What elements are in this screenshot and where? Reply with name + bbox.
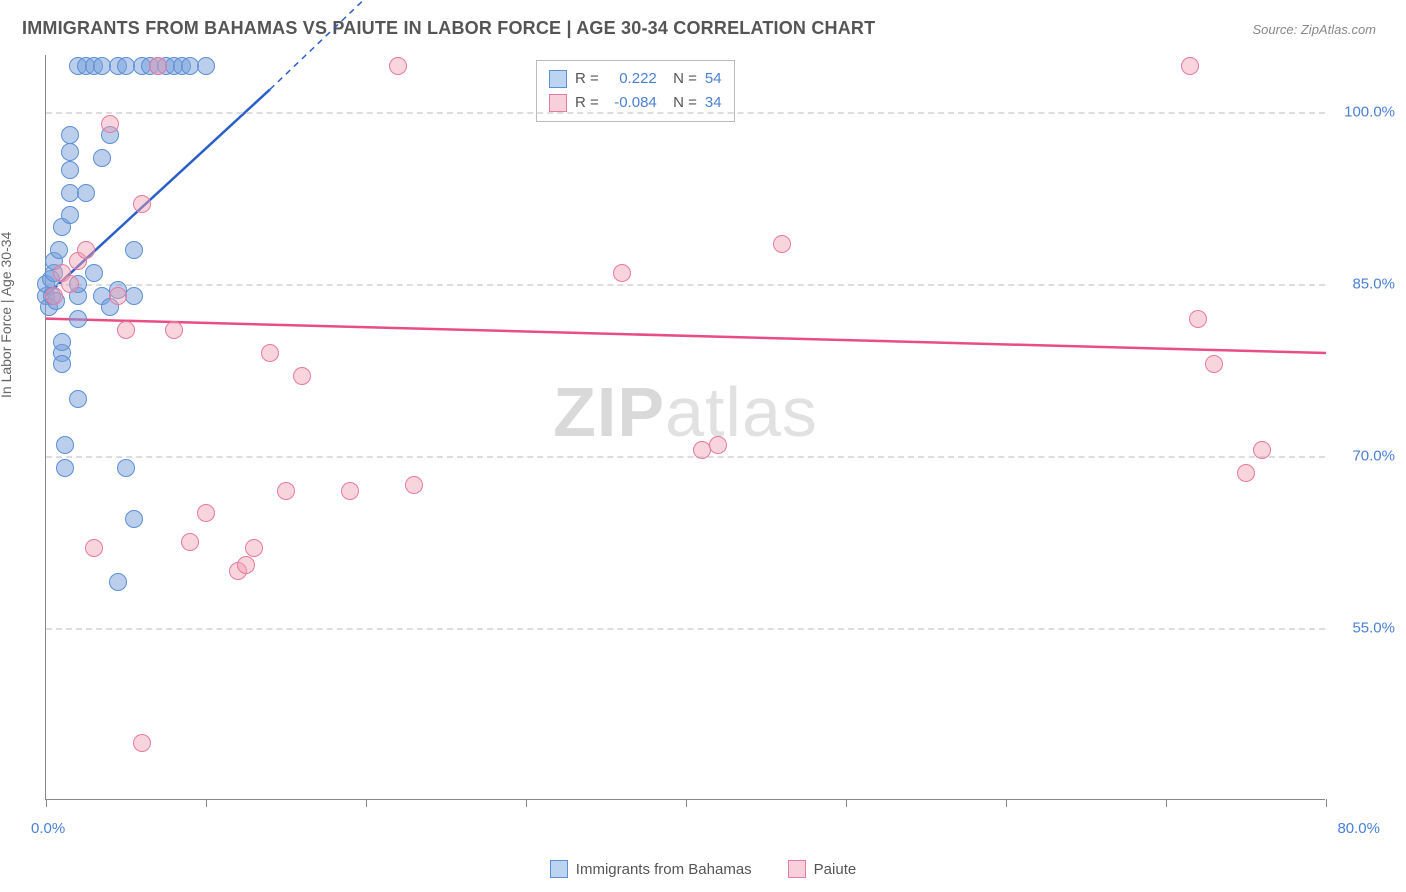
y-tick-label: 100.0% — [1335, 104, 1395, 121]
data-point — [69, 310, 87, 328]
data-point — [125, 241, 143, 259]
data-point — [61, 126, 79, 144]
data-point — [165, 321, 183, 339]
gridline-h — [46, 456, 1325, 458]
data-point — [293, 367, 311, 385]
data-point — [773, 235, 791, 253]
legend-item: Immigrants from Bahamas — [550, 860, 752, 878]
data-point — [341, 482, 359, 500]
data-point — [261, 344, 279, 362]
stat-n-value: 54 — [705, 67, 722, 91]
legend-bottom: Immigrants from Bahamas Paiute — [0, 860, 1406, 882]
stat-r-value: 0.222 — [607, 67, 657, 91]
data-point — [197, 57, 215, 75]
chart-title: IMMIGRANTS FROM BAHAMAS VS PAIUTE IN LAB… — [22, 18, 875, 39]
stat-r-label: R = — [575, 67, 599, 91]
data-point — [405, 476, 423, 494]
data-point — [197, 504, 215, 522]
x-tick — [1326, 799, 1327, 807]
data-point — [109, 573, 127, 591]
plot-area: R =0.222 N = 54R =-0.084 N = 34 ZIPatlas… — [45, 55, 1325, 800]
data-point — [85, 264, 103, 282]
trend-line-extension — [270, 0, 366, 89]
data-point — [56, 459, 74, 477]
data-point — [613, 264, 631, 282]
data-point — [149, 57, 167, 75]
data-point — [53, 333, 71, 351]
data-point — [61, 206, 79, 224]
data-point — [85, 539, 103, 557]
x-tick — [1006, 799, 1007, 807]
y-tick-label: 85.0% — [1335, 276, 1395, 293]
data-point — [181, 533, 199, 551]
x-tick — [526, 799, 527, 807]
x-tick — [1166, 799, 1167, 807]
data-point — [1189, 310, 1207, 328]
data-point — [133, 195, 151, 213]
y-axis-label: In Labor Force | Age 30-34 — [0, 232, 14, 398]
data-point — [50, 241, 68, 259]
data-point — [53, 355, 71, 373]
x-tick — [366, 799, 367, 807]
data-point — [389, 57, 407, 75]
x-tick — [206, 799, 207, 807]
data-point — [45, 287, 63, 305]
data-point — [709, 436, 727, 454]
data-point — [56, 436, 74, 454]
legend-item: Paiute — [788, 860, 857, 878]
y-tick-label: 55.0% — [1335, 620, 1395, 637]
data-point — [77, 241, 95, 259]
stat-n-label: N = — [665, 67, 697, 91]
data-point — [77, 184, 95, 202]
data-point — [1181, 57, 1199, 75]
x-tick — [846, 799, 847, 807]
trend-lines — [46, 55, 1325, 799]
legend-stats-row: R = 0.222 N = 54 — [549, 67, 722, 91]
legend-swatch — [549, 70, 567, 88]
legend-swatch — [788, 860, 806, 878]
legend-label: Immigrants from Bahamas — [576, 861, 752, 878]
source-attribution: Source: ZipAtlas.com — [1252, 22, 1376, 37]
data-point — [69, 390, 87, 408]
x-axis-min-label: 0.0% — [31, 820, 65, 837]
data-point — [93, 149, 111, 167]
data-point — [1253, 441, 1271, 459]
x-axis-max-label: 80.0% — [1337, 820, 1380, 837]
data-point — [277, 482, 295, 500]
watermark: ZIPatlas — [553, 372, 818, 452]
gridline-h — [46, 628, 1325, 630]
data-point — [61, 143, 79, 161]
data-point — [61, 161, 79, 179]
data-point — [133, 734, 151, 752]
trend-line — [46, 319, 1326, 353]
data-point — [1237, 464, 1255, 482]
data-point — [245, 539, 263, 557]
data-point — [117, 321, 135, 339]
data-point — [61, 275, 79, 293]
data-point — [1205, 355, 1223, 373]
data-point — [109, 287, 127, 305]
gridline-h — [46, 284, 1325, 286]
data-point — [237, 556, 255, 574]
data-point — [125, 287, 143, 305]
x-tick — [686, 799, 687, 807]
legend-swatch — [549, 94, 567, 112]
data-point — [117, 459, 135, 477]
y-tick-label: 70.0% — [1335, 448, 1395, 465]
data-point — [125, 510, 143, 528]
data-point — [101, 115, 119, 133]
legend-swatch — [550, 860, 568, 878]
gridline-h — [46, 112, 1325, 114]
legend-label: Paiute — [814, 861, 857, 878]
x-tick — [46, 799, 47, 807]
